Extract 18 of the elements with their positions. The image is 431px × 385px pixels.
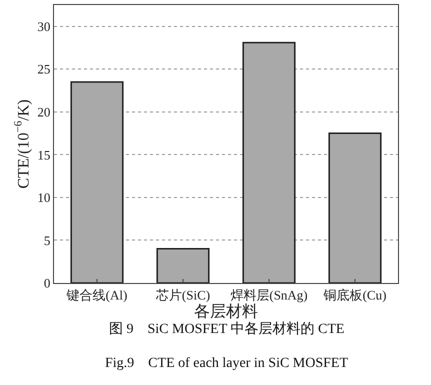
y-tick-label: 15 xyxy=(37,147,50,162)
y-tick-label: 5 xyxy=(44,232,50,248)
bar xyxy=(328,132,382,283)
y-tick-label: 30 xyxy=(37,18,50,34)
y-tick-label: 25 xyxy=(37,62,50,77)
caption: Fig.9 CTE of each layer in SiC MOSFET xyxy=(105,356,348,371)
bar xyxy=(242,42,296,283)
x-tick-label: 铜底板(Cu) xyxy=(322,288,386,303)
bar xyxy=(70,81,124,283)
y-tick-label: 10 xyxy=(37,190,50,206)
x-axis-title: 各层材料 xyxy=(194,302,258,321)
bar xyxy=(156,248,210,283)
x-tick-label: 焊料层(SnAg) xyxy=(230,288,308,303)
caption: 图 9 SiC MOSFET 中各层材料的 CTE xyxy=(109,321,344,337)
y-tick-label: 20 xyxy=(37,104,50,120)
y-tick-label: 0 xyxy=(44,276,50,291)
x-tick-label: 芯片(SiC) xyxy=(154,288,210,303)
x-tick-label: 键合线(Al) xyxy=(66,288,128,303)
